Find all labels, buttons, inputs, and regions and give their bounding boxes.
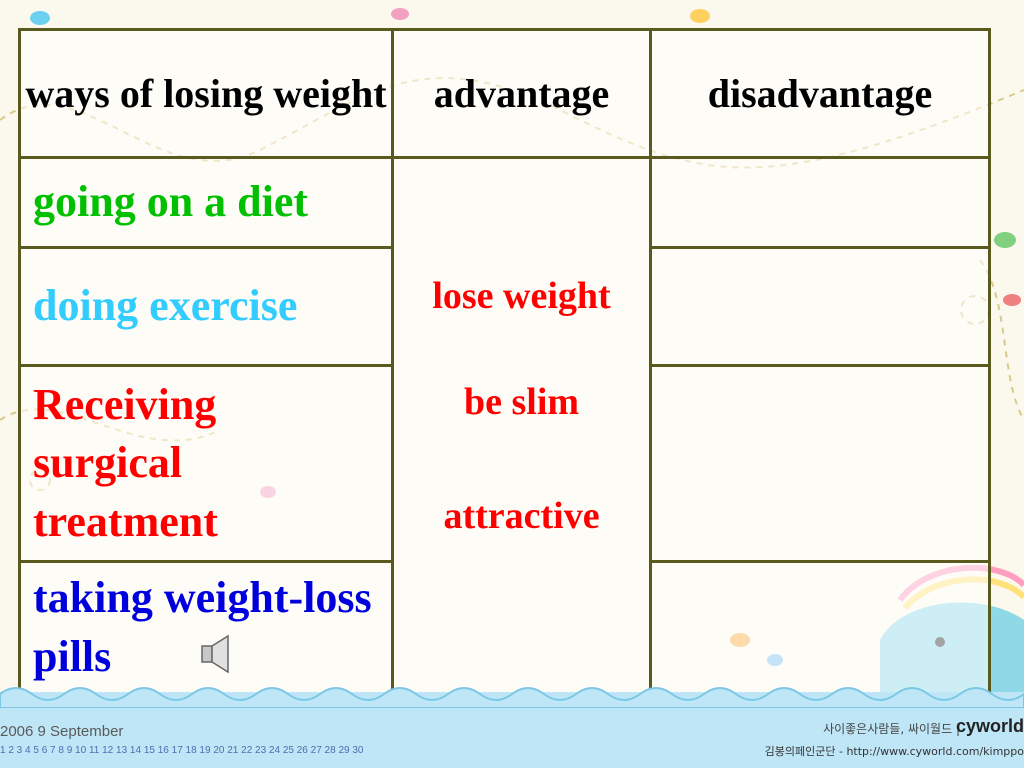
way-pills: taking weight-loss pills (18, 560, 394, 695)
way-surgery: Receiving surgical treatment (18, 364, 394, 563)
table-row: going on a diet lose weight be slim attr… (18, 156, 991, 695)
table-row: Receiving surgical treatment (18, 364, 991, 563)
table-row: doing exercise (18, 246, 991, 367)
table-row: taking weight-loss pills (18, 560, 991, 695)
disadvantage-cell (649, 156, 991, 249)
way-exercise: doing exercise (18, 246, 394, 367)
header-disadvantage: disadvantage (649, 28, 991, 159)
footer-strip (0, 687, 1024, 768)
header-advantage: advantage (391, 28, 652, 159)
advantage-cell: lose weight be slim attractive (391, 156, 652, 695)
brand-tagline: 사이좋은사람들, 싸이월드 | (823, 722, 960, 736)
disadvantage-cell (649, 364, 991, 563)
header-row: ways of losing weight advantage disadvan… (18, 28, 991, 159)
disadvantage-cell (649, 560, 991, 695)
advantage-item: be slim (463, 380, 580, 423)
calendar-month: 2006 9 September (0, 723, 124, 740)
disadvantage-cell (649, 246, 991, 367)
ways-of-losing-weight-table: ways of losing weight advantage disadvan… (18, 28, 991, 695)
advantage-item: lose weight (432, 274, 611, 317)
speaker-icon[interactable] (196, 632, 236, 676)
wave-border (0, 687, 1024, 708)
way-diet: going on a diet (18, 156, 394, 249)
cyworld-logo: cyworld (955, 716, 1024, 736)
brand-url: 김봉의페인군단 - http://www.cyworld.com/kimppo (764, 745, 1024, 758)
advantage-item: attractive (443, 494, 600, 537)
calendar-days: 1 2 3 4 5 6 7 8 9 10 11 12 13 14 15 16 1… (0, 745, 364, 756)
header-ways: ways of losing weight (18, 28, 394, 159)
